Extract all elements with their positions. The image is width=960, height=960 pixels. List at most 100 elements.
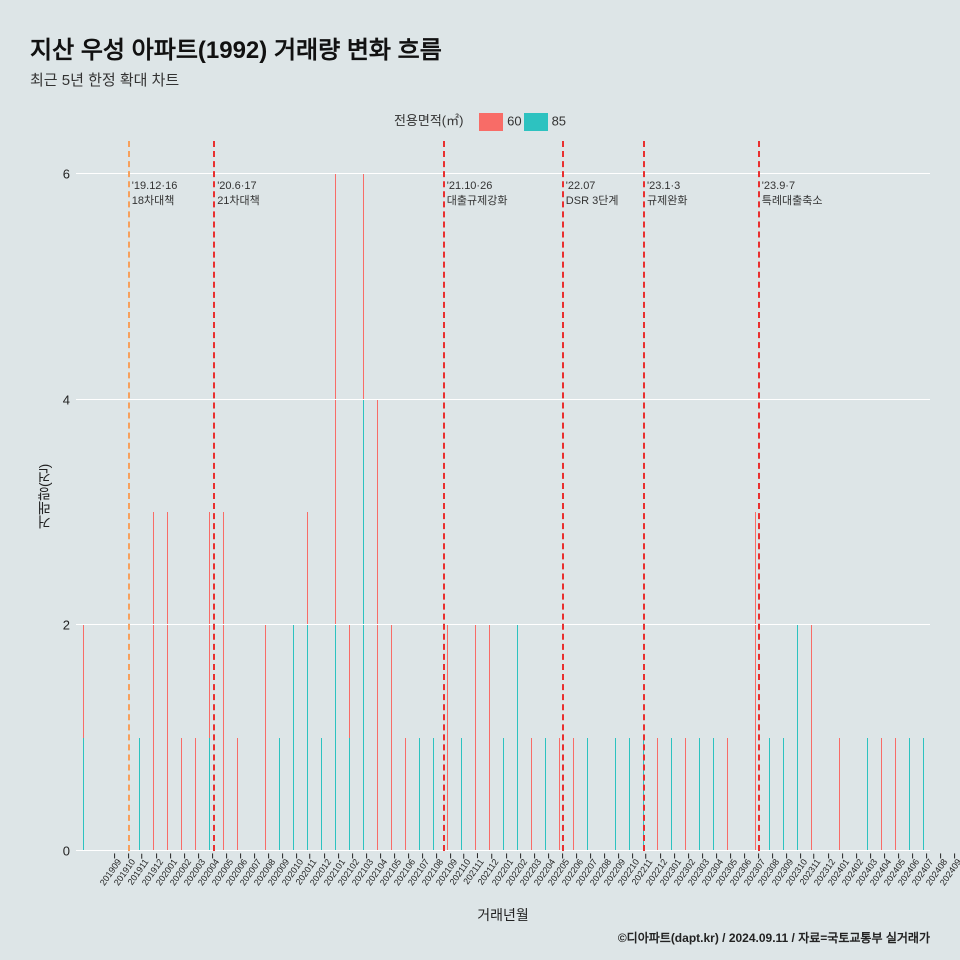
bar-group xyxy=(342,141,356,851)
bar-group xyxy=(608,141,622,851)
policy-annotation: '19.12·1618차대책 xyxy=(132,179,178,208)
bar-group xyxy=(160,141,174,851)
annotation-line1: '22.07 xyxy=(566,179,619,193)
bar-group xyxy=(90,141,104,851)
bar-group xyxy=(846,141,860,851)
y-tick: 2 xyxy=(63,618,70,633)
bar-group xyxy=(258,141,272,851)
annotation-line1: '21.10·26 xyxy=(447,179,508,193)
bar-group xyxy=(398,141,412,851)
bar-group xyxy=(314,141,328,851)
bar-group xyxy=(244,141,258,851)
bar-group xyxy=(888,141,902,851)
legend: 전용면적(㎡) 60 85 xyxy=(30,110,930,131)
credit-line: ©디아파트(dapt.kr) / 2024.09.11 / 자료=국토교통부 실… xyxy=(30,929,930,946)
policy-annotation: '23.1·3규제완화 xyxy=(647,179,687,208)
annotation-line2: 18차대책 xyxy=(132,194,178,208)
bar-group xyxy=(552,141,566,851)
bar-group xyxy=(356,141,370,851)
legend-title: 전용면적(㎡) xyxy=(394,113,464,128)
chart-subtitle: 최근 5년 한정 확대 차트 xyxy=(30,69,930,90)
bar-group xyxy=(174,141,188,851)
bar-group xyxy=(538,141,552,851)
legend-series-label: 85 xyxy=(552,113,566,128)
legend-series-label: 60 xyxy=(507,113,521,128)
bar-group xyxy=(720,141,734,851)
bar-group xyxy=(832,141,846,851)
policy-vline xyxy=(758,141,760,851)
legend-swatch xyxy=(524,113,548,131)
y-axis-label: 거래량(건) xyxy=(30,141,52,851)
bar-group xyxy=(762,141,776,851)
bar-group xyxy=(132,141,146,851)
annotation-line2: DSR 3단계 xyxy=(566,194,619,208)
bars-layer xyxy=(76,141,930,851)
x-axis: 거래년월 20190920191020191120191220200120200… xyxy=(76,851,930,921)
bar-group xyxy=(384,141,398,851)
y-tick: 6 xyxy=(63,167,70,182)
bar-group xyxy=(566,141,580,851)
bar-group xyxy=(650,141,664,851)
bar-group xyxy=(412,141,426,851)
bar-group xyxy=(118,141,132,851)
legend-item: 60 xyxy=(477,113,521,131)
bar-group xyxy=(328,141,342,851)
gridline xyxy=(76,173,930,174)
plot-area: '19.12·1618차대책 '20.6·1721차대책 '21.10·26대출규제… xyxy=(76,141,930,851)
policy-annotation: '22.07DSR 3단계 xyxy=(566,179,619,208)
bar-group xyxy=(482,141,496,851)
bar-group xyxy=(286,141,300,851)
bar-group xyxy=(216,141,230,851)
bar-group xyxy=(902,141,916,851)
legend-item: 85 xyxy=(522,113,566,131)
policy-annotation: '23.9·7특례대출축소 xyxy=(762,179,823,208)
bar-group xyxy=(860,141,874,851)
annotation-line2: 21차대책 xyxy=(217,194,260,208)
plot-wrapper: 거래량(건) 0246 '19.12·1618차대책'20.6·1721차대책'… xyxy=(30,141,930,851)
policy-annotation: '20.6·1721차대책 xyxy=(217,179,260,208)
annotation-line2: 대출규제강화 xyxy=(447,194,508,208)
policy-vline xyxy=(643,141,645,851)
annotation-line1: '23.9·7 xyxy=(762,179,823,193)
bar-group xyxy=(706,141,720,851)
y-tick: 4 xyxy=(63,392,70,407)
y-tick: 0 xyxy=(63,843,70,858)
bar-group xyxy=(454,141,468,851)
annotation-line1: '19.12·16 xyxy=(132,179,178,193)
bar-group xyxy=(664,141,678,851)
bar-group xyxy=(748,141,762,851)
policy-vline xyxy=(443,141,445,851)
bar-group xyxy=(300,141,314,851)
bar-group xyxy=(146,141,160,851)
legend-swatch xyxy=(479,113,503,131)
chart-title: 지산 우성 아파트(1992) 거래량 변화 흐름 xyxy=(30,30,930,65)
bar-group xyxy=(524,141,538,851)
policy-vline xyxy=(128,141,130,851)
chart-container: 지산 우성 아파트(1992) 거래량 변화 흐름 최근 5년 한정 확대 차트… xyxy=(0,0,960,960)
annotation-line2: 특례대출축소 xyxy=(762,194,823,208)
annotation-line2: 규제완화 xyxy=(647,194,687,208)
bar-group xyxy=(874,141,888,851)
bar-group xyxy=(818,141,832,851)
bar-group xyxy=(734,141,748,851)
y-axis: 0246 xyxy=(52,141,76,851)
bar-group xyxy=(510,141,524,851)
policy-annotation: '21.10·26대출규제강화 xyxy=(447,179,508,208)
bar-group xyxy=(272,141,286,851)
annotation-line1: '23.1·3 xyxy=(647,179,687,193)
gridline xyxy=(76,624,930,625)
annotation-line1: '20.6·17 xyxy=(217,179,260,193)
bar-group xyxy=(622,141,636,851)
bar-group xyxy=(104,141,118,851)
bar-group xyxy=(230,141,244,851)
bar-group xyxy=(370,141,384,851)
policy-vline xyxy=(213,141,215,851)
bar-group xyxy=(426,141,440,851)
bar-group xyxy=(468,141,482,851)
bar-group xyxy=(678,141,692,851)
bar-group xyxy=(790,141,804,851)
bar-group xyxy=(188,141,202,851)
bar-group xyxy=(776,141,790,851)
bar-group xyxy=(692,141,706,851)
policy-vline xyxy=(562,141,564,851)
